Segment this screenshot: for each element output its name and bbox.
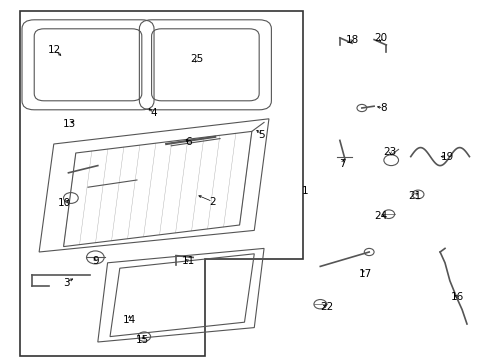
Text: 23: 23 (383, 147, 396, 157)
Text: 3: 3 (62, 278, 69, 288)
Text: 13: 13 (62, 119, 76, 129)
Text: 1: 1 (302, 186, 308, 196)
Text: 21: 21 (407, 191, 421, 201)
Text: 25: 25 (190, 54, 203, 64)
Text: 14: 14 (122, 315, 136, 325)
Text: 6: 6 (184, 137, 191, 147)
Text: 17: 17 (358, 269, 372, 279)
Text: 5: 5 (258, 130, 264, 140)
Text: 4: 4 (150, 108, 157, 118)
Text: 19: 19 (440, 152, 453, 162)
Text: 20: 20 (373, 33, 386, 43)
Text: 10: 10 (58, 198, 71, 208)
Text: 9: 9 (92, 256, 99, 266)
Text: 8: 8 (380, 103, 386, 113)
Text: 11: 11 (181, 256, 195, 266)
Text: 12: 12 (48, 45, 61, 55)
Text: 18: 18 (345, 35, 358, 45)
Text: 7: 7 (338, 159, 345, 169)
Text: 22: 22 (319, 302, 333, 312)
Text: 15: 15 (136, 335, 149, 345)
Text: 16: 16 (449, 292, 463, 302)
Text: 2: 2 (209, 197, 216, 207)
Text: 24: 24 (373, 211, 386, 221)
